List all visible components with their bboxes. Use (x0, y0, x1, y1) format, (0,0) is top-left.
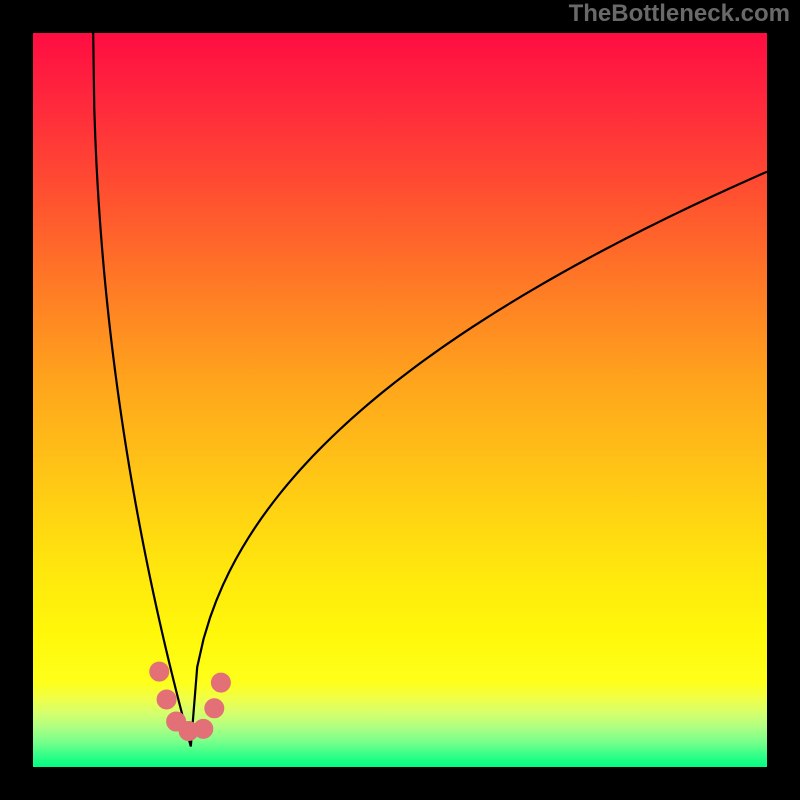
chart-canvas: TheBottleneck.com (0, 0, 800, 800)
bottleneck-plot (0, 0, 800, 800)
marker-dot (205, 699, 224, 718)
gradient-background (33, 33, 767, 767)
marker-dot (194, 719, 213, 738)
marker-dot (211, 673, 230, 692)
marker-dot (150, 662, 169, 681)
marker-dot (157, 690, 176, 709)
watermark-text: TheBottleneck.com (569, 0, 790, 28)
